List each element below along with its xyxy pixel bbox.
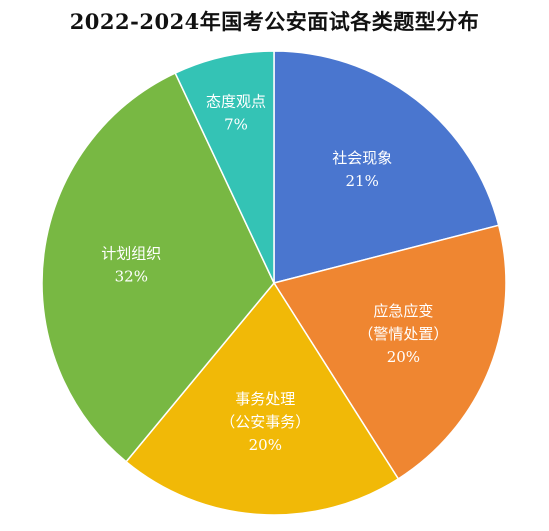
pie-slice-1 bbox=[272, 224, 507, 480]
slice-category-label-4: 态度观点 bbox=[206, 93, 266, 111]
slice-value-label-0: 21% bbox=[346, 172, 379, 190]
slice-category-label-1: 应急应变 bbox=[373, 302, 433, 320]
pie-slice-2 bbox=[125, 281, 400, 516]
pie-slice-0 bbox=[273, 50, 500, 284]
slice-category-label-1: （警情处置） bbox=[358, 325, 448, 343]
slice-category-label-2: 事务处理 bbox=[235, 390, 295, 408]
slice-category-label-0: 社会现象 bbox=[332, 149, 392, 167]
slice-value-label-2: 20% bbox=[249, 436, 282, 454]
slice-value-label-4: 7% bbox=[224, 116, 248, 134]
pie-slice-4 bbox=[174, 50, 275, 284]
slice-value-label-1: 20% bbox=[387, 348, 420, 366]
slice-category-label-3: 计划组织 bbox=[101, 245, 161, 263]
slice-value-label-3: 32% bbox=[115, 268, 148, 286]
pie-slice-3 bbox=[41, 72, 275, 463]
chart-title: 2022-2024年国考公安面试各类题型分布 bbox=[69, 9, 480, 34]
slice-category-label-2: （公安事务） bbox=[220, 413, 310, 431]
